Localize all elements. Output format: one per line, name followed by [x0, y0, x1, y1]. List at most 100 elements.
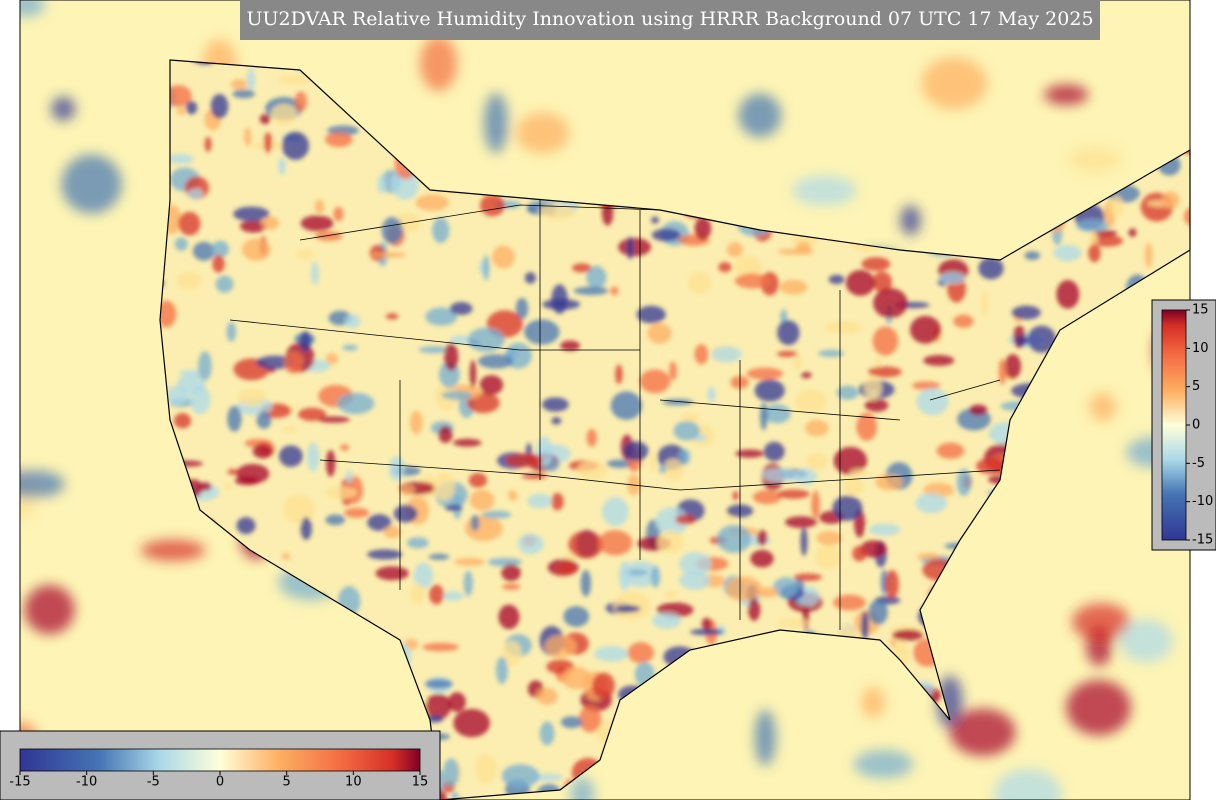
land-blob: [868, 366, 902, 378]
land-blob: [367, 549, 403, 560]
land-blob: [1183, 205, 1190, 228]
land-blob: [454, 557, 485, 566]
land-blob: [541, 397, 569, 412]
land-blob: [800, 527, 808, 556]
land-blob: [592, 672, 615, 699]
land-blob: [953, 314, 974, 328]
land-blob: [615, 364, 623, 385]
land-blob: [938, 272, 966, 284]
land-blob: [614, 605, 641, 613]
land-blob: [777, 248, 815, 255]
land-blob: [1056, 280, 1080, 309]
land-blob: [344, 507, 370, 518]
land-blob: [418, 346, 449, 354]
colorbar-tick-label: 15: [412, 775, 429, 790]
land-blob: [283, 352, 304, 374]
land-blob: [756, 529, 768, 546]
ocean-blob: [738, 93, 782, 138]
land-blob: [453, 708, 490, 738]
land-blob: [794, 468, 817, 485]
land-blob: [385, 313, 399, 320]
land-blob: [1088, 244, 1101, 263]
land-blob: [480, 194, 505, 217]
land-blob: [777, 489, 810, 499]
ocean-blob: [1089, 392, 1116, 422]
land-blob: [956, 468, 972, 497]
land-blob: [651, 216, 659, 224]
land-blob: [326, 449, 336, 477]
land-blob: [610, 286, 619, 296]
land-blob: [861, 611, 869, 641]
land-blob: [1091, 235, 1124, 247]
land-blob: [178, 211, 201, 236]
land-blob: [524, 319, 560, 345]
land-blob: [658, 465, 667, 474]
land-blob: [339, 444, 350, 451]
land-blob: [469, 489, 495, 511]
land-blob: [432, 471, 455, 501]
land-blob: [669, 361, 677, 381]
land-blob: [173, 413, 192, 429]
ocean-blob: [20, 0, 46, 17]
land-blob: [177, 271, 202, 290]
land-blob: [981, 290, 989, 317]
land-blob: [318, 416, 350, 423]
land-blob: [772, 577, 800, 598]
land-blob: [371, 251, 407, 258]
land-blob: [598, 530, 633, 556]
land-blob: [801, 372, 812, 379]
land-blob: [443, 758, 460, 787]
land-blob: [618, 237, 652, 257]
ocean-blob: [61, 154, 122, 214]
land-blob: [1004, 354, 1022, 379]
colorbar-tick-label: 10: [1192, 341, 1209, 356]
land-blob: [833, 594, 866, 611]
land-blob: [833, 446, 868, 475]
land-blob: [388, 456, 405, 481]
land-blob: [192, 241, 215, 261]
land-blob: [297, 407, 327, 421]
ocean-blob: [51, 96, 76, 121]
land-blob: [678, 448, 691, 465]
land-blob: [580, 569, 592, 597]
land-blob: [568, 530, 604, 559]
land-blob: [578, 705, 602, 733]
land-blob: [452, 438, 482, 447]
colorbar-tick-label: 0: [1192, 418, 1200, 433]
land-blob: [647, 322, 672, 344]
land-blob: [314, 199, 325, 214]
land-blob: [415, 194, 450, 211]
land-blob: [694, 344, 709, 365]
land-blob: [1194, 787, 1206, 800]
land-blob: [763, 441, 785, 462]
land-blob: [463, 570, 473, 597]
land-blob: [236, 517, 256, 535]
land-blob: [873, 288, 908, 319]
land-blob: [442, 591, 464, 601]
land-blob: [1189, 621, 1190, 649]
ocean-blob: [921, 57, 988, 110]
colorbar-bottom: [19, 748, 421, 772]
land-blob: [551, 284, 568, 314]
land-blob: [422, 642, 459, 652]
land-blob: [556, 562, 576, 575]
land-blob: [502, 640, 522, 667]
ocean-blob: [754, 709, 776, 766]
land-blob: [198, 351, 212, 381]
land-blob: [852, 545, 867, 562]
land-blob: [501, 764, 540, 788]
land-blob: [725, 576, 762, 602]
ocean-blob: [570, 776, 595, 800]
ocean-blob: [516, 112, 570, 154]
colorbar-tick-label: -15: [9, 775, 30, 790]
colorbar-tick-label: 15: [1192, 303, 1209, 318]
land-blob: [652, 612, 681, 629]
land-blob: [432, 217, 450, 244]
land-blob: [850, 469, 869, 478]
land-blob: [470, 514, 480, 532]
land-blob: [166, 385, 189, 405]
land-blob: [259, 113, 271, 125]
land-blob: [817, 349, 845, 358]
land-blob: [444, 504, 463, 512]
land-blob: [688, 271, 712, 295]
